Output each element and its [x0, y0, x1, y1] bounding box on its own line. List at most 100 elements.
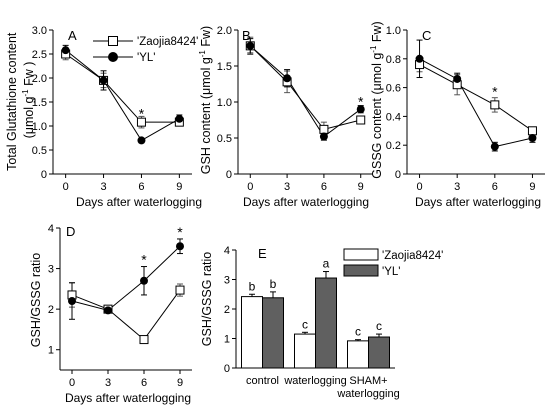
- panel-e-significance-letter: c: [355, 325, 361, 339]
- panel-a-y-tick-label: 0: [41, 169, 47, 181]
- panel-d-point-zaojia: [175, 285, 185, 295]
- panel-d-marks: **: [67, 224, 185, 345]
- panel-c-x-tick-label: 6: [492, 181, 498, 193]
- panel-d-point-yl: [68, 297, 76, 306]
- panel-d-x-tick-label: 3: [105, 377, 111, 389]
- panel-e-category-label: SHAM+: [349, 375, 387, 387]
- panel-e-y-tick-label: 2: [224, 304, 230, 316]
- panel-e-axes: 0 1 2 3 4 control waterlogging SHAM+waterloggin…: [224, 245, 400, 400]
- panel-b-point-zaojia: [356, 115, 366, 125]
- panel-e-y-tick-label: 1: [224, 334, 230, 346]
- panel-d-y-tick-label: 3: [48, 264, 54, 276]
- panel-d-y-tick-label: 4: [48, 223, 54, 235]
- panel-d-label: D: [66, 224, 75, 239]
- panel-c-point-zaojia: [527, 126, 537, 136]
- panel-b-xlabel: Days after waterlogging: [243, 195, 369, 209]
- panel-a-y-tick-label: 0.5: [32, 145, 47, 157]
- panel-a-significance-star: *: [139, 106, 145, 122]
- panel-e-y-tick-label: 0: [224, 363, 230, 375]
- panel-c-ylabel-exp: -1: [369, 45, 378, 53]
- panel-a-y-tick-label: 3.0: [32, 25, 47, 37]
- panel-a-point-yl: [137, 136, 146, 145]
- panel-a-ylabel-line1: Total Glutathione content: [5, 32, 19, 171]
- panel-a-xlabel: Days after waterlogging: [76, 195, 202, 209]
- panel-e-bar-yl: [262, 297, 284, 369]
- panel-a-point-yl: [175, 114, 184, 123]
- panel-e-significance-letter: a: [323, 257, 330, 271]
- panel-b-ylabel-exp: -1: [198, 50, 207, 58]
- panel-b-point-yl: [246, 41, 255, 50]
- panel-c-y-tick-label: 0.4: [386, 111, 401, 123]
- panel-c-x-tick-label: 0: [416, 181, 422, 193]
- panel-c-significance-star: *: [492, 83, 498, 99]
- panel-c-y-tick-label: 0.8: [386, 54, 401, 66]
- panel-a-axes: 0 3 6 9 0 0.5 1.0 1.5 2.0 2.5 3.0: [32, 25, 192, 193]
- panel-b-point-yl: [283, 74, 292, 83]
- panel-c-marks: *: [415, 39, 537, 152]
- panel-c-series-line-0: [419, 64, 533, 132]
- panel-d-y-tick-label: 1: [48, 345, 54, 357]
- panel-a-ylabel-unit: (μmol g: [22, 96, 36, 138]
- panel-a-ylabel-exp: -1: [21, 89, 30, 97]
- panel-d-point-yl: [176, 242, 184, 251]
- panel-c-label: C: [422, 28, 431, 43]
- panel-d-ylabel: GSH/GSSG ratio: [29, 253, 43, 348]
- panel-e-y-tick-label: 3: [224, 275, 230, 287]
- panel-c-point-zaojia: [490, 100, 500, 110]
- panel-b-ylabel-main: GSH content (μmol g: [199, 57, 213, 174]
- panel-a-series-line-1: [65, 49, 180, 142]
- legend-label-yl: 'YL': [382, 266, 400, 278]
- panel-e-legend: 'Zaojia8424' 'YL': [343, 248, 443, 278]
- panel-e-marks: b b c a c c: [241, 257, 390, 369]
- legend-swatch-yl: [343, 264, 379, 277]
- panel-c-xlabel: Days after waterlogging: [415, 195, 541, 209]
- panel-a-marks: *: [61, 44, 184, 145]
- panel-b-label: B: [242, 28, 251, 43]
- panel-d-significance-star: *: [141, 251, 147, 267]
- panel-a-ylabel-fw: Fw ): [22, 62, 36, 90]
- panel-d-point-zaojia: [139, 335, 149, 345]
- panel-a-y-tick-label: 2.5: [32, 49, 47, 61]
- panel-e-bar-yl: [368, 336, 390, 369]
- panel-e-category-label: waterlogging: [283, 375, 346, 387]
- legend-swatch-zaojia: [343, 248, 379, 261]
- panel-d-series-line-0: [71, 289, 181, 341]
- panel-b-ylabel: GSH content (μmol g-1 Fw): [198, 26, 213, 174]
- panel-a-point-zaojia: [136, 117, 146, 127]
- panel-c-y-tick-label: 1.0: [386, 25, 401, 37]
- panel-e-significance-letter: c: [302, 317, 308, 331]
- panel-c-point-yl: [415, 54, 424, 63]
- panel-b-x-tick-label: 3: [284, 181, 290, 193]
- panel-e: 0 1 2 3 4 control waterlogging SHAM+waterloggin…: [200, 245, 443, 400]
- panel-d-series-line-1: [71, 245, 181, 311]
- panel-c: 0 3 6 9 0 0.2 0.4 0.6 0.8 1.0 * C GSSG content (μ…: [369, 21, 545, 209]
- panel-e-y-tick-label: 4: [224, 245, 230, 257]
- panel-c-y-tick-label: 0: [395, 169, 401, 181]
- legend-marker-yl: [108, 52, 118, 62]
- panel-d-point-yl: [104, 306, 112, 315]
- panel-b-y-tick-label: 2.0: [217, 25, 232, 37]
- panel-d-point-yl: [140, 276, 148, 285]
- panel-a: 0 3 6 9 0 0.5 1.0 1.5 2.0 2.5 3.0 * A Total Glutat…: [5, 25, 202, 209]
- panel-a-series-line-0: [65, 53, 180, 123]
- panel-e-category-label: control: [246, 375, 279, 387]
- panel-e-ylabel: GSH/GSSG ratio: [200, 252, 214, 347]
- panel-b-significance-star: *: [358, 94, 364, 110]
- panel-c-ylabel-main: GSSG content (μmol g: [370, 53, 384, 179]
- panel-a-label: A: [68, 28, 77, 43]
- panel-e-significance-letter: b: [249, 279, 256, 293]
- panel-e-significance-letter: c: [376, 319, 382, 333]
- panel-b-series-line-1: [249, 45, 362, 138]
- panel-a-y-tick-label: 2.0: [32, 73, 47, 85]
- panel-b-y-tick-label: 0.5: [217, 133, 232, 145]
- panel-c-y-tick-label: 0.6: [386, 83, 401, 95]
- panel-a-ylabel: Total Glutathione content (μmol g-1 Fw ): [5, 29, 36, 171]
- panel-e-significance-letter: b: [270, 277, 277, 291]
- panel-d-x-tick-label: 0: [69, 377, 75, 389]
- panel-b-y-tick-label: 1.5: [217, 61, 232, 73]
- panel-b-x-tick-label: 6: [321, 181, 327, 193]
- panel-e-category-label: waterlogging: [336, 388, 399, 400]
- panel-b-series-line-0: [249, 45, 361, 130]
- legend-label-zaojia: 'Zaojia8424': [382, 250, 443, 262]
